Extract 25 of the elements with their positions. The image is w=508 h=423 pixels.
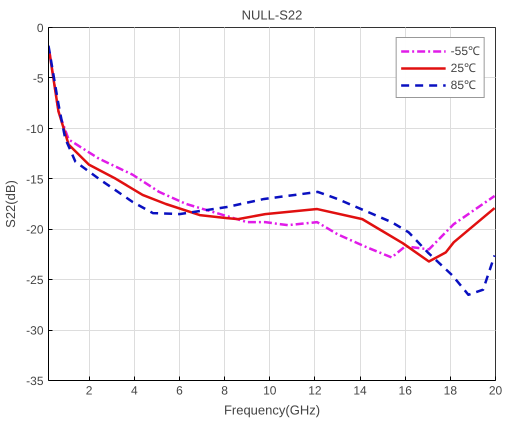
x-tick-label: 14 — [353, 384, 368, 398]
legend-label: 85℃ — [450, 77, 476, 93]
x-tick-label: 2 — [86, 384, 93, 398]
y-axis-title: S22(dB) — [3, 180, 18, 228]
legend-label: 25℃ — [450, 60, 476, 76]
y-tick-label: -10 — [26, 122, 44, 136]
x-tick-label: 20 — [488, 384, 502, 398]
chart-title: NULL-S22 — [242, 8, 302, 22]
x-tick-label: 16 — [398, 384, 412, 398]
y-tick-label: 0 — [36, 21, 44, 35]
y-tick-label: -35 — [26, 374, 44, 388]
line-series — [48, 44, 496, 296]
x-tick-label: 10 — [263, 384, 277, 398]
y-tick-label: -20 — [26, 222, 44, 237]
x-tick-label: 18 — [444, 384, 458, 398]
x-tick-label: 6 — [176, 384, 184, 398]
legend-label: -55℃ — [450, 43, 480, 59]
x-axis-title: Frequency(GHz) — [224, 402, 320, 418]
x-tick-label: 12 — [308, 384, 322, 398]
x-tick-label: 8 — [221, 384, 228, 398]
y-tick-label: -15 — [26, 172, 44, 186]
y-tick-label: -5 — [32, 71, 44, 86]
x-tick-label: 4 — [130, 384, 138, 398]
y-tick-label: -30 — [26, 324, 44, 338]
y-tick-label: -25 — [26, 273, 44, 288]
